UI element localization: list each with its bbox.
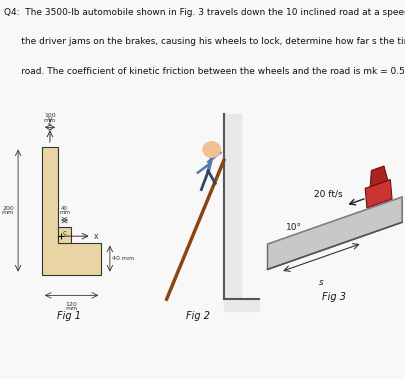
Text: Fig 2: Fig 2 bbox=[186, 312, 210, 321]
Text: x: x bbox=[94, 232, 98, 241]
Text: Q4:  The 3500-lb automobile shown in Fig. 3 travels down the 10 inclined road at: Q4: The 3500-lb automobile shown in Fig.… bbox=[4, 8, 405, 17]
Text: 40
mm: 40 mm bbox=[59, 206, 70, 215]
Text: road. The coefficient of kinetic friction between the wheels and the road is mk : road. The coefficient of kinetic frictio… bbox=[4, 67, 405, 76]
Text: Fig 3: Fig 3 bbox=[322, 292, 346, 302]
Text: 200
mm: 200 mm bbox=[2, 206, 14, 215]
Text: Fig 1: Fig 1 bbox=[57, 312, 81, 321]
Circle shape bbox=[203, 142, 220, 157]
Polygon shape bbox=[224, 299, 259, 312]
Bar bbox=[58, 227, 71, 243]
Polygon shape bbox=[42, 147, 101, 274]
Polygon shape bbox=[370, 166, 388, 186]
Text: 100
mm: 100 mm bbox=[44, 113, 56, 122]
Polygon shape bbox=[224, 114, 241, 299]
Text: c: c bbox=[63, 230, 67, 236]
Polygon shape bbox=[365, 180, 392, 208]
Text: s: s bbox=[319, 277, 324, 287]
Text: y: y bbox=[48, 115, 52, 124]
Text: 20 ft/s: 20 ft/s bbox=[314, 190, 343, 198]
Polygon shape bbox=[267, 197, 402, 269]
Text: 10°: 10° bbox=[286, 223, 302, 232]
Text: 120
mm: 120 mm bbox=[66, 302, 78, 312]
Text: 40 mm: 40 mm bbox=[112, 256, 134, 261]
Text: the driver jams on the brakes, causing his wheels to lock, determine how far s t: the driver jams on the brakes, causing h… bbox=[4, 38, 405, 47]
